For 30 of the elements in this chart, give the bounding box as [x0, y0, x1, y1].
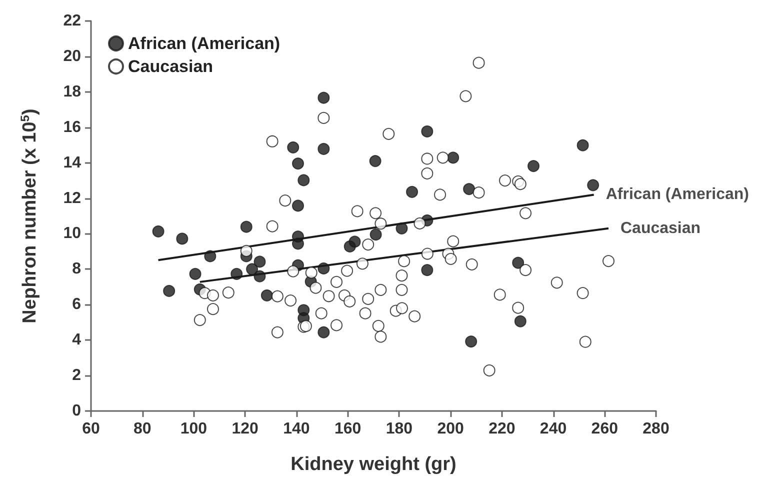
x-tick-label: 280 — [642, 420, 670, 438]
legend-label: African (American) — [128, 34, 280, 53]
y-tick-label: 20 — [63, 48, 82, 65]
x-tick-label: 140 — [283, 420, 310, 438]
y-tick-label: 10 — [63, 225, 82, 242]
y-tick-label: 12 — [63, 190, 82, 207]
x-tick-label: 60 — [82, 420, 100, 438]
x-tick-label: 100 — [180, 420, 208, 438]
annotation: African (American) — [606, 186, 750, 204]
y-tick-label: 4 — [72, 332, 82, 349]
y-tick-label: 22 — [63, 12, 82, 30]
annotation: Caucasian — [620, 220, 701, 237]
x-axis-title: Kidney weight (gr) — [290, 454, 456, 475]
x-tick-label: 80 — [133, 420, 152, 438]
y-tick-label: 6 — [72, 296, 82, 314]
y-tick-label: 14 — [63, 154, 82, 172]
x-tick-label: 260 — [591, 420, 618, 438]
x-tick-label: 180 — [386, 420, 413, 438]
x-tick-label: 120 — [232, 420, 259, 438]
y-tick-label: 2 — [72, 367, 82, 384]
x-tick-label: 200 — [437, 420, 464, 438]
x-tick-label: 160 — [334, 420, 362, 438]
x-tick-label: 220 — [488, 420, 516, 438]
y-tick-label: 16 — [63, 118, 82, 136]
legend-label: Caucasian — [128, 57, 214, 76]
y-tick-label: 18 — [63, 83, 82, 100]
x-tick-label: 240 — [540, 420, 567, 438]
y-axis-title: Nephron number (x 105) — [18, 108, 40, 324]
y-tick-label: 0 — [72, 402, 82, 420]
y-tick-label: 8 — [72, 260, 82, 278]
